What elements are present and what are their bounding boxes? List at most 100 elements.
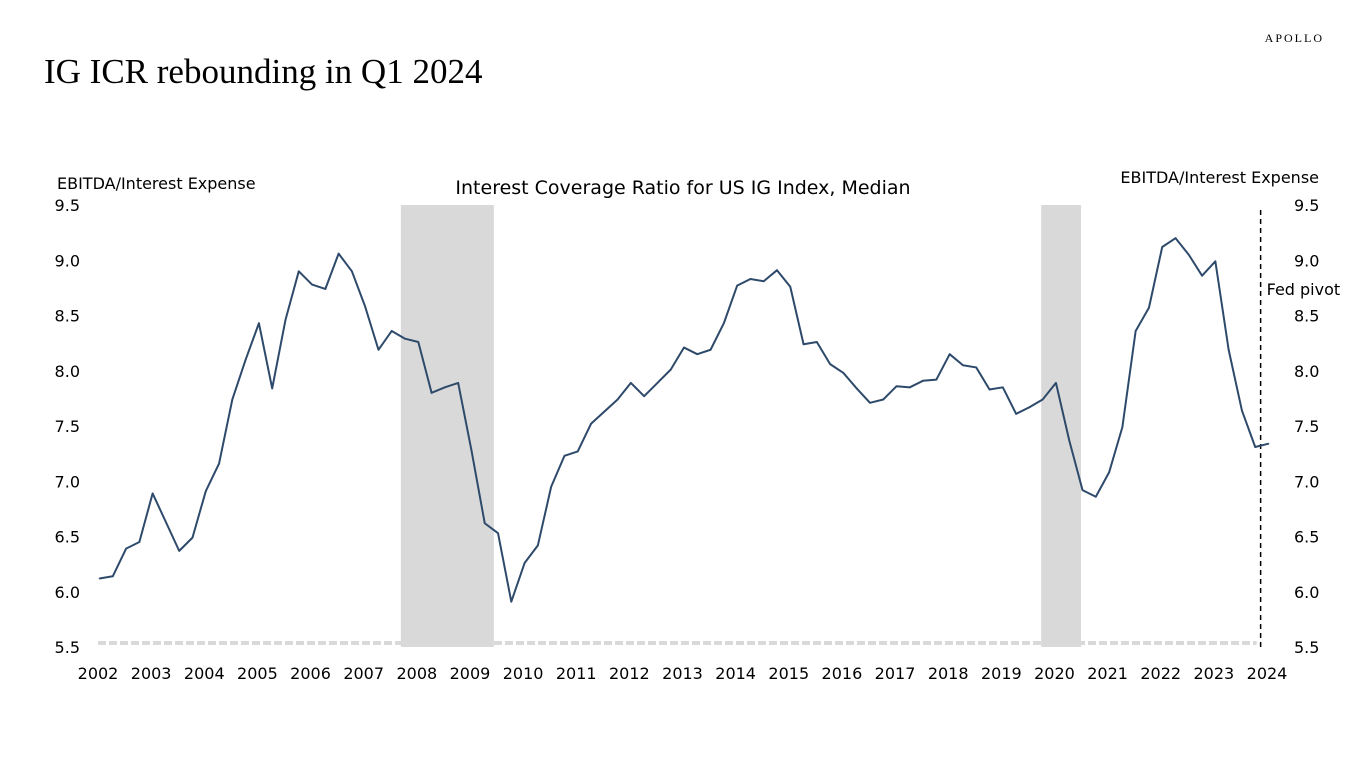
data-point <box>191 536 194 539</box>
data-point <box>590 422 592 425</box>
data-point <box>1241 409 1243 412</box>
data-point <box>696 353 699 355</box>
data-point <box>776 269 778 271</box>
data-point <box>470 449 473 452</box>
x-tick-label: 2021 <box>1087 664 1128 683</box>
recession-shading <box>400 205 494 647</box>
data-point <box>483 522 486 525</box>
data-point <box>1108 471 1110 474</box>
x-tick-label: 2005 <box>237 664 278 683</box>
data-point <box>988 388 991 391</box>
x-tick-label: 2009 <box>450 664 491 683</box>
data-point <box>895 385 898 388</box>
data-point <box>563 455 566 457</box>
data-point <box>1174 237 1177 239</box>
data-point <box>1095 495 1097 498</box>
data-point <box>510 600 513 603</box>
y-tick-label-left: 6.5 <box>55 528 80 547</box>
y-tick-label-left: 7.5 <box>55 417 80 436</box>
data-point <box>1002 386 1004 389</box>
y-tick-label-right: 7.5 <box>1294 417 1319 436</box>
x-tick-label: 2015 <box>768 664 809 683</box>
data-point <box>643 395 645 397</box>
data-point <box>1068 439 1071 442</box>
data-point <box>404 337 406 340</box>
x-tick-label: 2016 <box>822 664 863 683</box>
data-point <box>457 382 459 384</box>
data-point <box>762 280 765 283</box>
y-tick-label-left: 9.0 <box>55 251 80 270</box>
data-point <box>816 341 818 343</box>
x-tick-label: 2013 <box>662 664 703 683</box>
data-point <box>125 547 127 550</box>
x-tick-label: 2002 <box>78 664 119 683</box>
y-tick-label-right: 5.5 <box>1294 638 1319 657</box>
data-point <box>111 575 114 578</box>
data-point <box>497 532 499 534</box>
data-point <box>178 550 181 552</box>
data-point <box>151 492 154 495</box>
data-point <box>1041 398 1044 401</box>
data-point <box>749 278 752 280</box>
data-point <box>444 386 446 389</box>
data-point <box>855 387 858 390</box>
apollo-logo: APOLLO <box>1264 31 1324 45</box>
data-point <box>603 410 606 413</box>
data-point <box>204 490 207 492</box>
data-point <box>98 577 101 580</box>
data-point <box>377 348 380 351</box>
y-tick-label-left: 8.5 <box>55 307 80 326</box>
data-point <box>297 270 300 273</box>
y-tick-label-left: 5.5 <box>55 638 80 657</box>
data-point <box>1187 253 1190 256</box>
x-tick-label: 2004 <box>184 664 225 683</box>
data-point <box>364 305 366 308</box>
data-point <box>1028 406 1031 409</box>
data-point <box>1254 446 1257 448</box>
data-point <box>1201 274 1203 277</box>
data-point <box>351 270 353 273</box>
data-point <box>656 382 659 384</box>
x-tick-label: 2022 <box>1140 664 1181 683</box>
data-point <box>324 288 327 290</box>
data-point <box>337 252 340 255</box>
data-point <box>789 285 792 288</box>
data-point <box>869 401 871 404</box>
y-tick-label-right: 9.5 <box>1294 196 1319 215</box>
data-point <box>271 387 273 390</box>
x-tick-label: 2023 <box>1194 664 1235 683</box>
data-point <box>231 398 234 401</box>
data-point <box>1134 330 1137 332</box>
x-tick-label: 2020 <box>1034 664 1075 683</box>
data-point <box>948 353 951 355</box>
page-title: IG ICR rebounding in Q1 2024 <box>44 52 483 91</box>
chart-title: Interest Coverage Ratio for US IG Index,… <box>455 177 910 199</box>
icr-series-line <box>99 237 1269 603</box>
x-tick-label: 2008 <box>396 664 437 683</box>
data-point <box>882 398 885 401</box>
data-point <box>802 343 805 346</box>
data-point <box>669 368 672 371</box>
x-tick-label: 2006 <box>290 664 331 683</box>
data-point <box>218 462 220 465</box>
x-tick-label: 2024 <box>1247 664 1288 683</box>
data-point <box>736 284 738 287</box>
data-point <box>1161 246 1164 248</box>
data-point <box>975 366 978 369</box>
y-axis-label-left: EBITDA/Interest Expense <box>57 174 256 193</box>
x-tick-label: 2003 <box>131 664 172 683</box>
data-point <box>1121 426 1124 428</box>
x-tick-label: 2019 <box>981 664 1022 683</box>
y-tick-label-right: 6.0 <box>1294 583 1319 602</box>
data-point <box>683 346 685 349</box>
data-point <box>909 386 911 389</box>
data-point <box>1081 489 1084 491</box>
data-point <box>1267 442 1270 445</box>
y-tick-label-right: 8.0 <box>1294 362 1319 381</box>
data-point <box>1055 382 1057 384</box>
y-tick-label-right: 6.5 <box>1294 528 1319 547</box>
data-point <box>417 341 420 343</box>
data-point <box>1015 413 1017 415</box>
data-point <box>390 330 393 332</box>
